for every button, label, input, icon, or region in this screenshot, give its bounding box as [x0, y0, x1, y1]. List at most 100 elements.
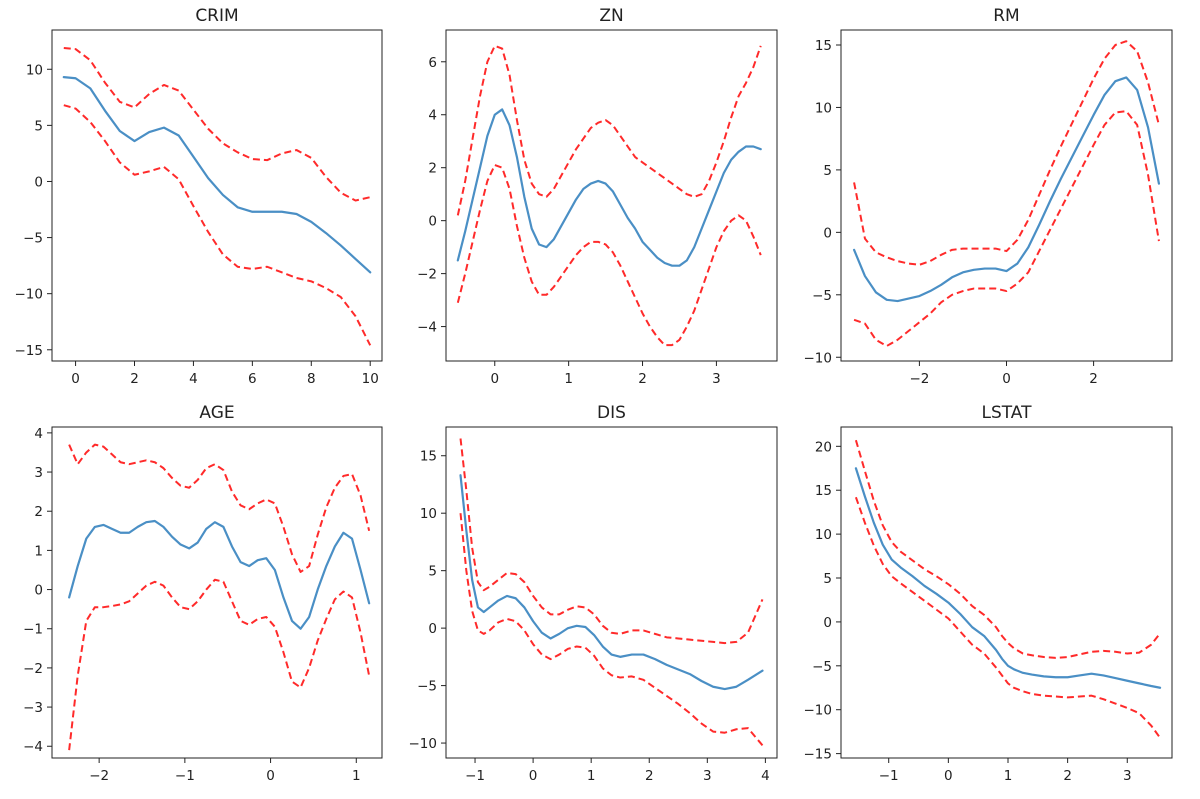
y-tick-label: 0	[428, 214, 437, 230]
y-tick-label: 5	[428, 564, 437, 580]
x-tick-label: 0	[529, 768, 538, 784]
x-tick-label: 6	[248, 371, 257, 387]
subplot-title: RM	[993, 6, 1019, 26]
mean-line	[68, 519, 371, 630]
x-tick-label: 4	[761, 768, 770, 784]
y-tick-label: −4	[417, 320, 437, 336]
y-tick-label: −3	[23, 700, 43, 716]
y-tick-label: 2	[34, 504, 43, 520]
subplot-age: AGE −2 −1 0 1 −4 −3 −2 −1 0 1 2 3 4	[23, 403, 383, 784]
upper-bound-line	[853, 40, 1160, 266]
plot-frame	[445, 426, 778, 759]
x-tick-label: 1	[1004, 768, 1013, 784]
x-tick-label: 2	[1089, 371, 1098, 387]
subplot-crim: CRIM 0 2 4 6 8 10 −15 −10 −5 0 5 10	[15, 6, 383, 387]
x-tick-label: 1	[352, 768, 361, 784]
upper-bound-line	[456, 44, 762, 216]
y-tick-label: 0	[823, 615, 832, 631]
y-tick-label: 10	[26, 62, 43, 78]
x-tick-label: 3	[703, 768, 712, 784]
y-tick-label: −10	[804, 350, 833, 366]
y-tick-label: 0	[823, 225, 832, 241]
y-tick-label: 0	[428, 621, 437, 637]
lower-bound-line	[853, 110, 1160, 348]
y-tick-label: −10	[15, 287, 44, 303]
y-tick-label: 2	[428, 161, 437, 177]
x-tick-label: 3	[712, 371, 721, 387]
lower-bound-line	[68, 578, 371, 751]
y-tick-label: 5	[34, 118, 43, 134]
subplot-title: CRIM	[195, 6, 238, 26]
subplot-title: DIS	[597, 403, 626, 423]
x-tick-label: 3	[1123, 768, 1132, 784]
y-tick-label: 20	[815, 439, 832, 455]
mean-line	[62, 76, 372, 274]
subplot-zn: ZN 0 1 2 3 −4 −2 0 2 4 6	[417, 6, 778, 387]
x-tick-label: 1	[587, 768, 596, 784]
x-tick-label: 2	[130, 371, 139, 387]
plot-frame	[840, 426, 1173, 759]
lower-bound-line	[459, 513, 764, 747]
y-tick-label: 0	[34, 583, 43, 599]
x-tick-label: −1	[465, 768, 485, 784]
subplot-title: AGE	[199, 403, 234, 423]
y-tick-label: −5	[812, 288, 832, 304]
y-tick-label: 4	[34, 426, 43, 442]
y-tick-label: −15	[804, 747, 833, 763]
y-tick-label: 10	[815, 527, 832, 543]
x-tick-label: 0	[944, 768, 953, 784]
y-tick-label: −2	[417, 267, 437, 283]
y-tick-label: −15	[15, 343, 44, 359]
x-tick-label: 2	[638, 371, 647, 387]
lower-bound-line	[63, 104, 372, 346]
x-tick-label: 0	[1002, 371, 1011, 387]
y-tick-label: −2	[23, 661, 43, 677]
y-tick-label: 3	[34, 465, 43, 481]
upper-bound-line	[68, 443, 371, 573]
x-tick-label: 2	[1063, 768, 1072, 784]
upper-bound-line	[459, 438, 764, 645]
y-tick-label: −5	[23, 231, 43, 247]
mean-line	[459, 474, 764, 691]
mean-line	[854, 467, 1162, 689]
x-tick-label: 10	[362, 371, 379, 387]
y-tick-label: −5	[417, 679, 437, 695]
y-tick-label: 0	[34, 174, 43, 190]
lower-bound-line	[854, 496, 1161, 739]
x-tick-label: 1	[564, 371, 573, 387]
y-tick-label: 10	[420, 506, 437, 522]
plot-frame	[445, 29, 778, 362]
subplot-title: LSTAT	[981, 403, 1032, 423]
y-tick-label: 15	[815, 483, 832, 499]
x-tick-label: −2	[89, 768, 109, 784]
y-tick-label: 5	[823, 163, 832, 179]
x-tick-label: 0	[266, 768, 275, 784]
x-tick-label: −2	[909, 371, 929, 387]
y-tick-label: 4	[428, 108, 437, 124]
y-tick-label: 15	[815, 38, 832, 54]
y-tick-label: 15	[420, 449, 437, 465]
upper-bound-line	[854, 439, 1161, 659]
subplot-title: ZN	[599, 6, 623, 26]
x-tick-label: 0	[71, 371, 80, 387]
y-tick-label: −1	[23, 622, 43, 638]
x-tick-label: −1	[175, 768, 195, 784]
y-tick-label: 1	[34, 543, 43, 559]
mean-line	[852, 76, 1161, 303]
y-tick-label: 6	[428, 55, 437, 71]
x-tick-label: 8	[307, 371, 316, 387]
mean-line	[456, 108, 762, 267]
y-tick-label: −4	[23, 739, 43, 755]
lower-bound-line	[456, 164, 762, 347]
plot-frame	[51, 426, 383, 759]
x-tick-label: 0	[490, 371, 499, 387]
x-tick-label: 2	[645, 768, 654, 784]
y-tick-label: −5	[812, 659, 832, 675]
x-tick-label: 4	[189, 371, 198, 387]
subplot-rm: RM −2 0 2 −10 −5 0 5 10 15	[804, 6, 1173, 387]
y-tick-label: −10	[409, 736, 438, 752]
x-tick-label: −1	[879, 768, 899, 784]
